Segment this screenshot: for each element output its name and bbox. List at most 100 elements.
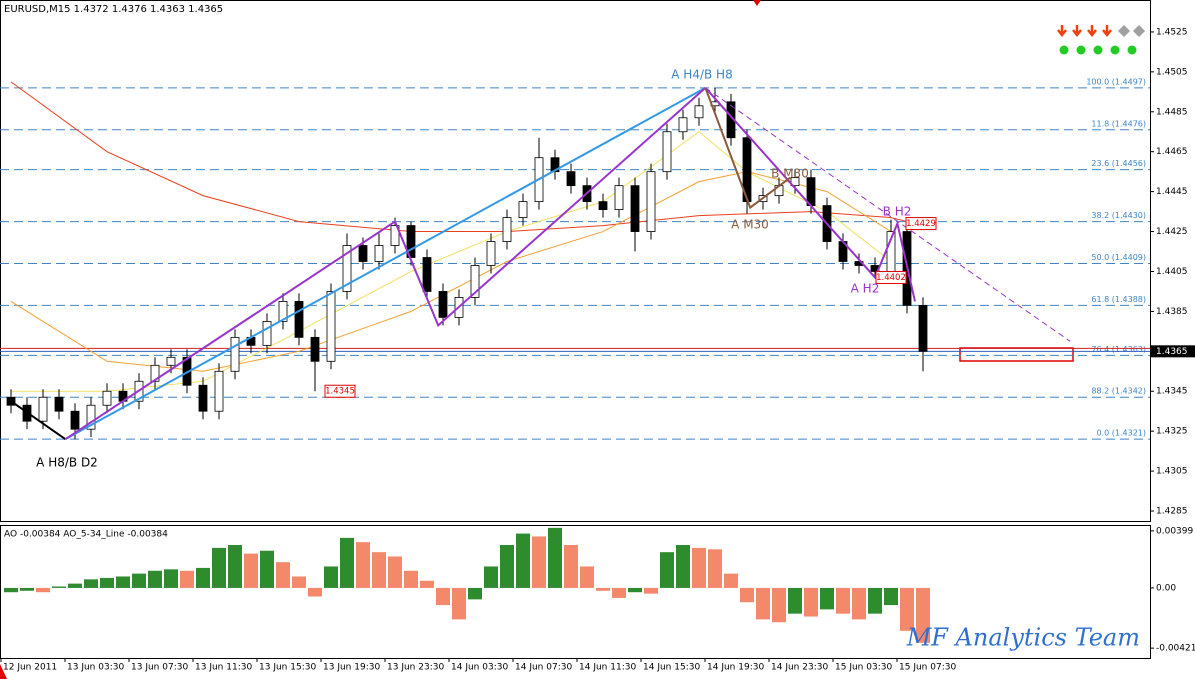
dot (1127, 45, 1137, 55)
ao-bar (676, 545, 690, 588)
ao-bar (388, 556, 402, 588)
candle-body (342, 245, 352, 292)
y-tick-label: 1.4425 (1156, 227, 1188, 237)
candle-body (790, 177, 800, 187)
ao-bar (836, 587, 850, 614)
ao-bar (628, 587, 642, 593)
ao-title: AO -0.00384 AO_5-34_Line -0.00384 (4, 530, 168, 540)
current-price-box (1151, 345, 1195, 358)
fibo-label: 38.2 (1.4430) (1091, 211, 1146, 220)
pattern-label: A H8/B D2 (36, 456, 98, 470)
ao-bar (484, 566, 498, 588)
ao-bar (724, 573, 738, 588)
ao-bar (116, 576, 130, 588)
candle-body (438, 291, 448, 318)
candle-body (918, 305, 928, 352)
x-tick-label: 12 Jun 2011 (3, 663, 57, 673)
x-tick-label: 13 Jun 15:30 (259, 663, 316, 673)
candle-body (518, 201, 528, 218)
x-tick-label: 14 Jun 19:30 (707, 663, 764, 673)
candle-body (294, 301, 304, 338)
ao-bar (516, 533, 530, 588)
ao-bar (340, 537, 354, 588)
pattern-line (64, 87, 707, 440)
fibo-label: 50.0 (1.4409) (1091, 253, 1146, 262)
x-tick-label: 13 Jun 03:30 (67, 663, 124, 673)
candle-body (262, 320, 272, 346)
candle-body (486, 241, 496, 266)
candle-body (54, 396, 64, 412)
ao-pane (0, 525, 1151, 659)
ao-bar (740, 587, 754, 603)
ao-bar (468, 587, 482, 600)
candle-body (278, 301, 288, 322)
ao-bar (580, 566, 594, 588)
candle-body (630, 185, 640, 232)
ao-bar (100, 577, 114, 588)
ao-bar (900, 587, 914, 631)
ao-bar (884, 587, 898, 606)
candle-body (38, 396, 48, 422)
ao-bar (36, 587, 50, 593)
arrow (1072, 25, 1082, 38)
candle-body (102, 390, 112, 406)
fibo-label: 0.0 (1.4321) (1097, 429, 1147, 438)
candle-body (422, 257, 432, 292)
candle-body (214, 370, 224, 412)
ao-bar (420, 580, 434, 588)
current-price-label: 1.4365 (1156, 347, 1188, 357)
ao-bar (4, 587, 18, 593)
y-tick-label: 1.4405 (1156, 267, 1188, 277)
price-box-label: 1.4345 (325, 387, 355, 397)
pattern-line (705, 87, 1071, 342)
candle-body (550, 157, 560, 173)
pattern-label: A H2 (851, 282, 880, 296)
ao-bar (84, 579, 98, 588)
price-box-label: 1.4402 (876, 273, 906, 283)
ao-bar (404, 570, 418, 588)
y-tick-label: 1.4525 (1156, 27, 1188, 37)
ao-bar (500, 545, 514, 588)
ao-bar (164, 569, 178, 588)
ao-bar (772, 587, 786, 623)
y-tick-label: 1.4445 (1156, 187, 1188, 197)
ao-bar (692, 547, 706, 588)
pattern-line (704, 87, 791, 210)
y-tick-label: 1.4325 (1156, 427, 1188, 437)
ao-bar (20, 587, 34, 591)
arrow (1057, 25, 1067, 38)
y-tick-label: 1.4305 (1156, 467, 1188, 477)
ao-bar (852, 587, 866, 620)
pattern-label: B M30 (771, 167, 809, 181)
y-tick-label: 1.4345 (1156, 387, 1188, 397)
fibo-label: 61.8 (1.4388) (1091, 295, 1146, 304)
candle-body (678, 117, 688, 133)
x-tick-label: 15 Jun 07:30 (899, 663, 956, 673)
ao-bar (436, 587, 450, 606)
ao-bar (916, 587, 930, 643)
y-tick-label: 0.00 (1156, 583, 1176, 593)
candle-body (198, 384, 208, 412)
candle-body (358, 245, 368, 262)
y-tick-label: 0.00399 (1156, 526, 1193, 536)
candle-body (70, 410, 80, 430)
arrow (1102, 25, 1112, 38)
ao-bar (548, 527, 562, 588)
ao-bar (452, 587, 466, 620)
x-tick-label: 14 Jun 11:30 (579, 663, 636, 673)
ao-bar (244, 553, 258, 588)
watermark: MF Analytics Team (906, 624, 1140, 652)
candle-body (694, 105, 704, 119)
fibo-label: 100.0 (1.4497) (1086, 77, 1146, 86)
y-tick-label: 1.4465 (1156, 147, 1188, 157)
pattern-line (64, 86, 706, 441)
price-box (875, 270, 907, 284)
fibo-label: 76.4 (1.4363) (1091, 345, 1146, 354)
ao-bar (644, 587, 658, 594)
main-pane (0, 0, 1151, 522)
ao-bar (132, 573, 146, 588)
candle-body (390, 225, 400, 246)
dot (1076, 45, 1086, 55)
fibo-label: 23.6 (1.4456) (1091, 159, 1146, 168)
